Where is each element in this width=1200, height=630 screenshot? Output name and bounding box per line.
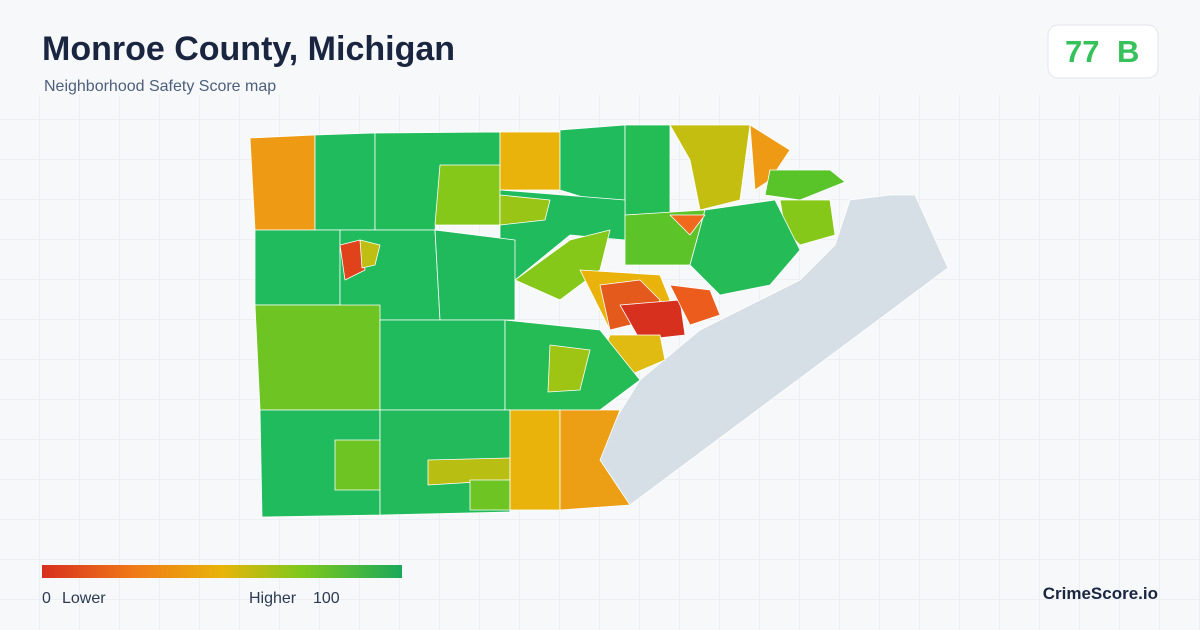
tract — [334, 439, 381, 491]
tract — [669, 214, 706, 236]
tract — [669, 124, 751, 211]
tract — [619, 299, 686, 341]
tract — [314, 132, 376, 231]
brand: CrimeScore.io — [1043, 584, 1158, 603]
tract — [624, 124, 671, 216]
title: Monroe County, Michigan — [42, 30, 455, 68]
score-box — [1047, 24, 1159, 79]
tract — [509, 409, 561, 511]
tract — [434, 229, 516, 321]
tract — [547, 344, 591, 393]
tract — [559, 409, 631, 511]
legend-min-label: Lower — [62, 590, 106, 607]
tract — [249, 134, 316, 231]
tract — [254, 304, 381, 411]
tract — [514, 229, 611, 301]
score-value: 77 — [1065, 34, 1099, 69]
legend-max-label: Higher — [249, 590, 297, 607]
tract — [469, 479, 511, 511]
legend-min: 0 — [42, 590, 51, 607]
tract — [254, 229, 341, 306]
legend-gradient — [42, 565, 402, 578]
tract — [434, 164, 501, 226]
tract — [669, 284, 721, 326]
tract — [689, 199, 801, 296]
tract — [379, 319, 506, 411]
tract — [764, 169, 846, 201]
tract — [499, 194, 551, 226]
tract — [359, 239, 381, 269]
map — [249, 124, 949, 518]
tract — [499, 131, 561, 191]
subtitle: Neighborhood Safety Score map — [44, 78, 276, 95]
legend-max: 100 — [313, 590, 340, 607]
score-grade: B — [1117, 34, 1139, 69]
tract — [339, 239, 366, 281]
